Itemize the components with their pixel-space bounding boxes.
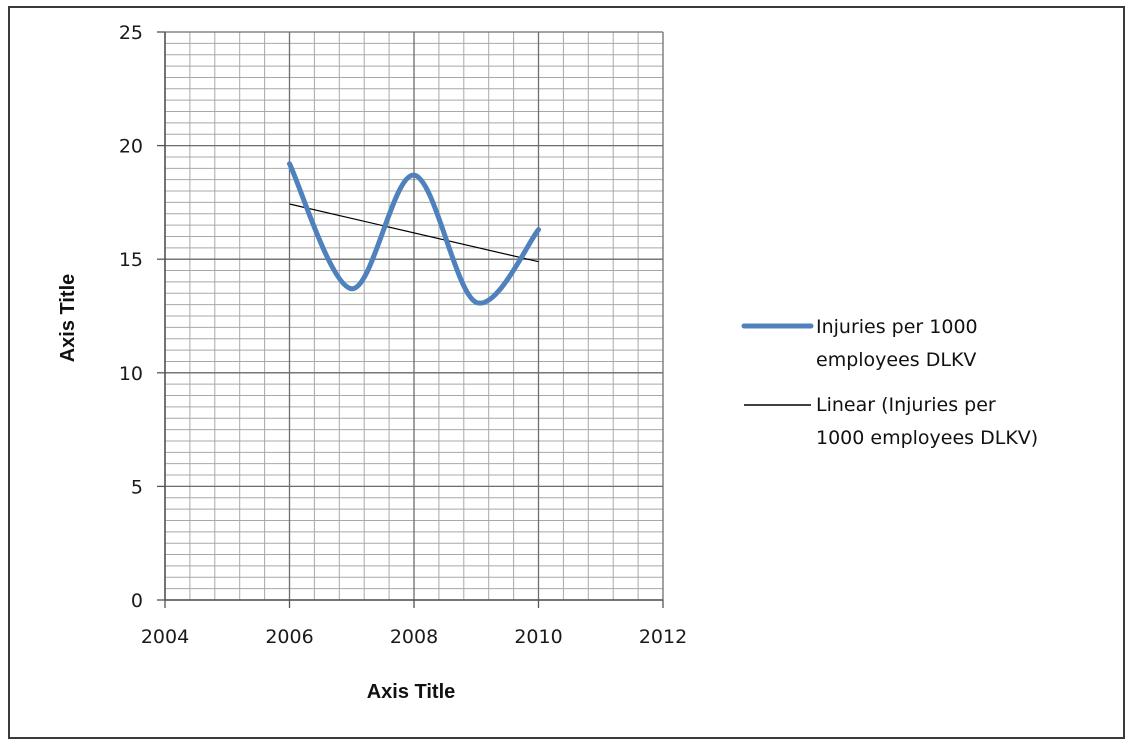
x-tick-label: 2012	[639, 626, 687, 648]
tick-labels: 0 5 10 15 20 25 2004 2006 2008 2010 2012	[119, 22, 687, 648]
x-tick-label: 2004	[141, 626, 189, 648]
chart-frame: 0 5 10 15 20 25 2004 2006 2008 2010 2012 Axis Titl…	[8, 6, 1125, 739]
y-tick-label: 20	[119, 136, 143, 158]
y-tick-label: 25	[119, 22, 143, 44]
x-tick-label: 2010	[514, 626, 562, 648]
grid	[164, 31, 664, 601]
y-axis-title: Axis Title	[57, 274, 79, 363]
series-layer	[287, 161, 541, 306]
trendline	[289, 203, 539, 263]
legend: Injuries per 1000 employees DLKV Linear …	[741, 316, 1038, 449]
x-tick-label: 2008	[390, 626, 438, 648]
legend-label-series-line1: Injuries per 1000	[816, 316, 978, 338]
legend-label-trendline-line2: 1000 employees DLKV)	[816, 427, 1038, 449]
axes	[157, 31, 664, 608]
legend-label-series-line2: employees DLKV	[816, 349, 976, 371]
y-tick-label: 10	[119, 363, 143, 385]
trendline-layer	[289, 203, 539, 263]
y-tick-label: 15	[119, 249, 143, 271]
chart-svg: 0 5 10 15 20 25 2004 2006 2008 2010 2012 Axis Titl…	[57, 22, 1038, 703]
y-tick-label: 5	[131, 476, 143, 498]
y-tick-label: 0	[131, 590, 143, 612]
x-tick-label: 2006	[265, 626, 313, 648]
x-axis-title: Axis Title	[367, 681, 456, 703]
legend-label-trendline-line1: Linear (Injuries per	[816, 394, 996, 416]
